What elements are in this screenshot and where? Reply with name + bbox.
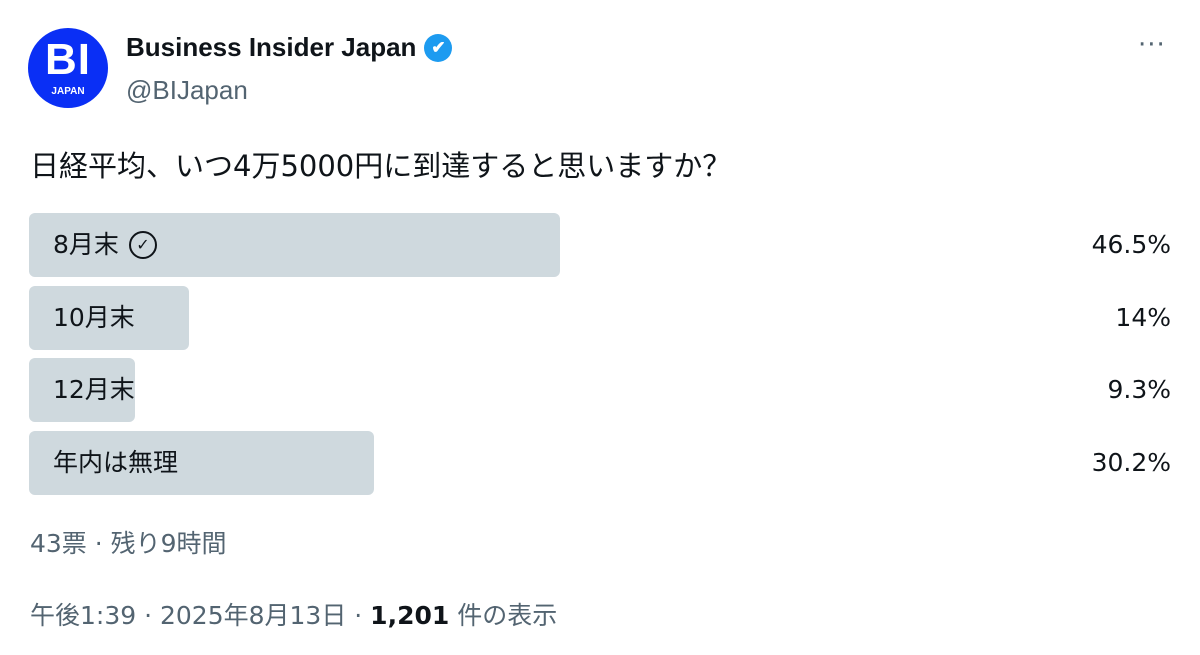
poll-percent: 14%	[1115, 303, 1171, 332]
timestamp[interactable]: 午後1:39 · 2025年8月13日 ·	[30, 601, 371, 630]
poll-bar	[29, 213, 561, 277]
poll-status: 43票 · 残り9時間	[30, 529, 227, 558]
account-handle[interactable]: @BIJapan	[126, 75, 248, 105]
tweet-footer: 午後1:39 · 2025年8月13日 · 1,201 件の表示	[30, 596, 557, 632]
poll-option-label: 12月末	[53, 358, 135, 422]
poll-option-text: 年内は無理	[53, 448, 179, 477]
views-label: 件の表示	[449, 601, 558, 630]
poll-option-text: 10月末	[53, 303, 135, 332]
poll-option: 8月末 ✓ 46.5%	[29, 213, 1171, 277]
avatar-logo-sub: JAPAN	[51, 86, 85, 97]
avatar-logo-text: BI	[45, 35, 91, 84]
view-count: 1,201	[370, 601, 450, 630]
poll-percent: 30.2%	[1091, 448, 1171, 477]
poll-option: 年内は無理 30.2%	[29, 431, 1171, 495]
avatar[interactable]: BI JAPAN	[28, 28, 108, 108]
poll-bar	[29, 286, 189, 350]
more-options-icon[interactable]: ···	[1138, 30, 1166, 60]
check-circle-icon: ✓	[128, 231, 157, 259]
poll-percent: 9.3%	[1107, 375, 1171, 404]
poll-option-label: 10月末	[53, 286, 135, 350]
account-name-text: Business Insider Japan	[126, 32, 417, 62]
poll-option-text: 12月末	[53, 375, 135, 404]
tweet-text: 日経平均、いつ4万5000円に到達すると思いますか？	[30, 149, 732, 183]
poll-option-text: 8月末	[53, 230, 119, 259]
poll-percent: 46.5%	[1091, 230, 1171, 259]
poll-option: 12月末 9.3%	[29, 358, 1171, 422]
poll-option-label: 8月末 ✓	[53, 213, 157, 277]
poll-option: 10月末 14%	[29, 286, 1171, 350]
verified-badge-icon: ✔	[424, 33, 453, 62]
account-name[interactable]: Business Insider Japan ✔	[126, 32, 453, 63]
poll-bar	[29, 358, 136, 422]
poll-option-label: 年内は無理	[53, 431, 178, 495]
poll-bar	[29, 431, 374, 495]
